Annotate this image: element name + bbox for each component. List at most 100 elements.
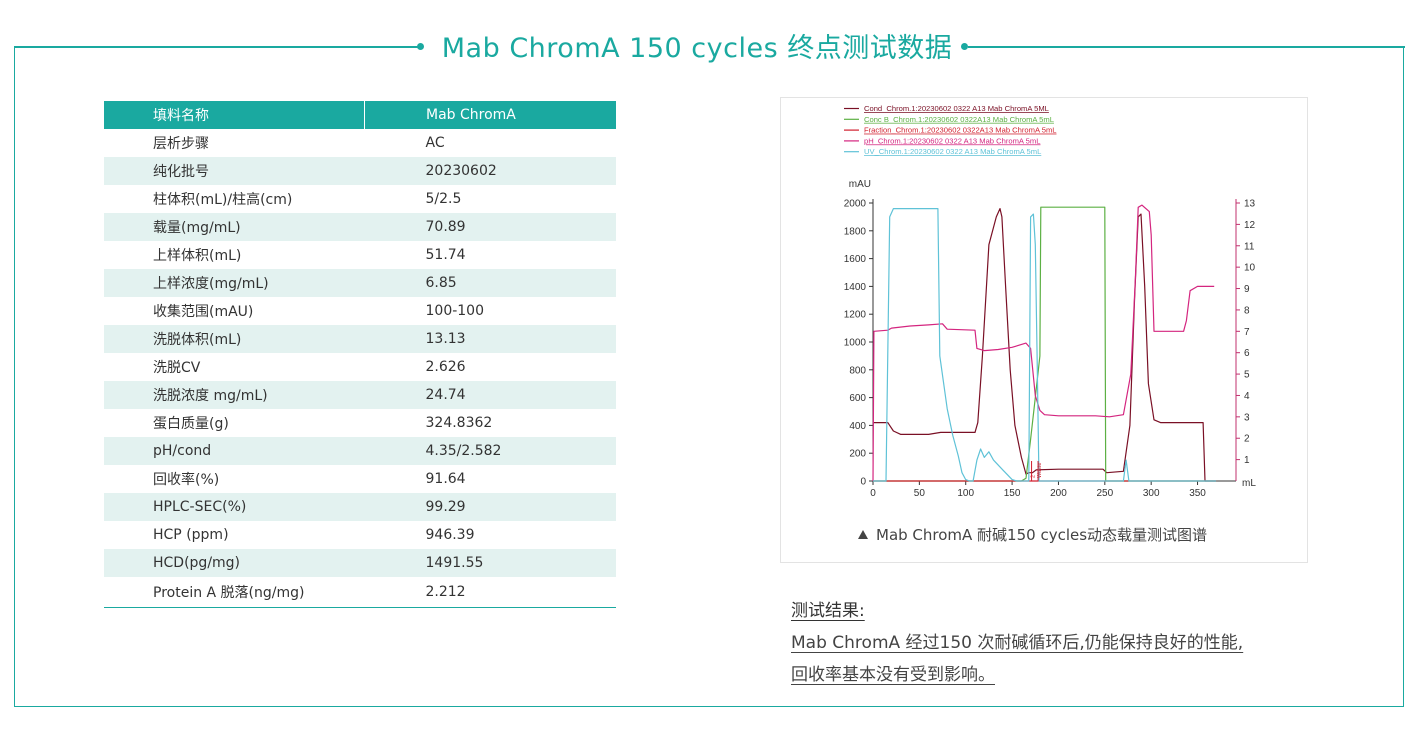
x-tick-label: 150 (1004, 488, 1021, 499)
table-cell-label: 回收率(%) (104, 465, 365, 493)
y2-tick-label: 8 (1244, 305, 1250, 316)
series-line-0 (873, 208, 1217, 482)
table-cell-label: Protein A 脱落(ng/mg) (104, 577, 365, 608)
x-tick-label: 50 (914, 488, 926, 499)
table-row: 层析步骤 AC (104, 129, 616, 157)
table-header-cell: Mab ChromA (364, 101, 616, 129)
table-cell-value: 100-100 (364, 297, 616, 325)
table-row: 纯化批号 20230602 (104, 157, 616, 185)
triangle-up-icon (858, 530, 868, 539)
fraction-label: 2 (1031, 475, 1037, 478)
legend-entry: pH_Chrom.1:20230602 0322 A13 Mab ChromA … (864, 136, 1040, 145)
table-cell-value: 2.626 (364, 353, 616, 381)
table-row: 洗脱浓度 mg/mL) 24.74 (104, 381, 616, 409)
y2-tick-label: 12 (1244, 220, 1256, 231)
y-tick-label: 2000 (844, 199, 867, 210)
table-cell-value: 324.8362 (364, 409, 616, 437)
resin-data-table: 填料名称 Mab ChromA 层析步骤 AC 纯化批号 20230602 柱体积(mL)/… (104, 101, 616, 608)
table-cell-value: 24.74 (364, 381, 616, 409)
table-cell-label: 载量(mg/mL) (104, 213, 365, 241)
x-tick-label: 0 (870, 488, 876, 499)
y2-tick-label: 1 (1244, 455, 1250, 466)
series-line-4 (873, 208, 1217, 482)
table-cell-value: 946.39 (364, 521, 616, 549)
y-tick-label: 1400 (844, 282, 867, 293)
y-tick-label: 1200 (844, 310, 867, 321)
y2-tick-label: 6 (1244, 348, 1250, 359)
title-dot-left (417, 43, 424, 50)
table-row: 柱体积(mL)/柱高(cm) 5/2.5 (104, 185, 616, 213)
table-row: 洗脱体积(mL) 13.13 (104, 325, 616, 353)
x-tick-label: 350 (1189, 488, 1206, 499)
results-title: 测试结果: (791, 601, 865, 621)
y-axis-label: mAU (849, 179, 871, 190)
table-cell-label: 收集范围(mAU) (104, 297, 365, 325)
table-cell-value: 70.89 (364, 213, 616, 241)
results-line-1: Mab ChromA 经过150 次耐碱循环后,仍能保持良好的性能, (791, 633, 1244, 653)
table-cell-label: 洗脱体积(mL) (104, 325, 365, 353)
title-dot-right (961, 43, 968, 50)
table-row: 回收率(%) 91.64 (104, 465, 616, 493)
chart-caption-text: Mab ChromA 耐碱150 cycles动态载量测试图谱 (876, 526, 1208, 544)
y2-tick-label: 4 (1244, 391, 1250, 402)
table-cell-value: AC (364, 129, 616, 157)
table-cell-label: 层析步骤 (104, 129, 365, 157)
x-tick-label: 250 (1096, 488, 1113, 499)
table-cell-label: HCD(pg/mg) (104, 549, 365, 577)
y-tick-label: 400 (849, 421, 866, 432)
table-row: 载量(mg/mL) 70.89 (104, 213, 616, 241)
table-header-cell: 填料名称 (104, 101, 365, 129)
x-axis-unit: mL (1242, 478, 1256, 489)
table-cell-value: 6.85 (364, 269, 616, 297)
table-row: HPLC-SEC(%) 99.29 (104, 493, 616, 521)
frame-top-right-line (968, 46, 1405, 48)
y2-tick-label: 5 (1244, 370, 1250, 381)
table-cell-value: 1491.55 (364, 549, 616, 577)
y-tick-label: 1000 (844, 338, 867, 349)
legend-entry: UV_Chrom.1:20230602 0322 A13 Mab ChromA … (864, 147, 1041, 156)
y2-tick-label: 3 (1244, 412, 1250, 423)
table-cell-value: 99.29 (364, 493, 616, 521)
series-line-3 (872, 204, 1215, 482)
table-header-row: 填料名称 Mab ChromA (104, 101, 616, 129)
table-cell-label: pH/cond (104, 437, 365, 465)
table-row: HCP (ppm) 946.39 (104, 521, 616, 549)
table-cell-value: 2.212 (364, 577, 616, 608)
y-tick-label: 1800 (844, 226, 867, 237)
table-cell-value: 51.74 (364, 241, 616, 269)
y2-tick-label: 10 (1244, 263, 1256, 274)
x-tick-label: 200 (1050, 488, 1067, 499)
chart-caption: Mab ChromA 耐碱150 cycles动态载量测试图谱 (858, 524, 1207, 545)
legend-entry: Cond_Chrom.1:20230602 0322 A13 Mab Chrom… (864, 104, 1049, 113)
x-tick-label: 100 (957, 488, 974, 499)
chart-container (780, 97, 1308, 563)
table-row: 上样体积(mL) 51.74 (104, 241, 616, 269)
y2-tick-label: 13 (1244, 199, 1256, 210)
table-cell-label: 上样体积(mL) (104, 241, 365, 269)
table-cell-label: 纯化批号 (104, 157, 365, 185)
table-cell-value: 5/2.5 (364, 185, 616, 213)
table-cell-value: 4.35/2.582 (364, 437, 616, 465)
y-tick-label: 0 (860, 477, 866, 488)
table-cell-label: 洗脱CV (104, 353, 365, 381)
y2-tick-label: 11 (1244, 241, 1255, 252)
table-row: pH/cond 4.35/2.582 (104, 437, 616, 465)
y2-tick-label: 9 (1244, 284, 1250, 295)
table-cell-value: 13.13 (364, 325, 616, 353)
series-line-1 (873, 206, 1217, 482)
table-cell-label: HCP (ppm) (104, 521, 365, 549)
table-row: 收集范围(mAU) 100-100 (104, 297, 616, 325)
frame-top-left-line (14, 46, 420, 48)
table-cell-value: 20230602 (364, 157, 616, 185)
legend-entry: Fraction_Chrom.1:20230602 0322A13 Mab Ch… (864, 126, 1057, 135)
table-cell-label: 上样浓度(mg/mL) (104, 269, 365, 297)
chromatogram-chart: 0 50 100 150 200 250 300 3500200400600800100012… (844, 104, 1257, 499)
y-tick-label: 1600 (844, 254, 867, 265)
table-cell-label: 蛋白质量(g) (104, 409, 365, 437)
page-title: Mab ChromA 150 cycles 终点测试数据 (441, 33, 953, 64)
y-tick-label: 800 (849, 365, 866, 376)
table-row: 上样浓度(mg/mL) 6.85 (104, 269, 616, 297)
table-cell-label: 洗脱浓度 mg/mL) (104, 381, 365, 409)
y-tick-label: 600 (849, 393, 866, 404)
y2-tick-label: 7 (1244, 327, 1250, 338)
